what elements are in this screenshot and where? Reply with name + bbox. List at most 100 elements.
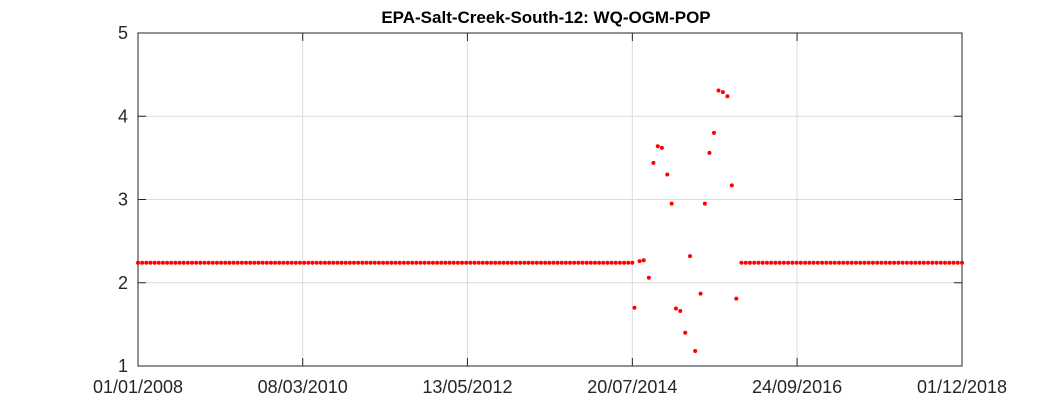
data-point-78 [460, 260, 465, 265]
data-point-120 [739, 260, 744, 265]
data-point-181 [669, 201, 674, 206]
data-point-151 [870, 260, 875, 265]
data-point-3 [148, 260, 153, 265]
data-point-111 [597, 260, 602, 265]
data-point-64 [401, 260, 406, 265]
data-point-172 [960, 260, 964, 265]
data-point-146 [849, 260, 854, 265]
data-point-184 [683, 330, 688, 335]
data-point-161 [913, 260, 918, 265]
y-tick-label-0: 1 [118, 356, 128, 376]
data-point-38 [293, 260, 298, 265]
data-point-121 [743, 260, 748, 265]
data-point-153 [879, 260, 884, 265]
data-point-144 [841, 260, 846, 265]
x-tick-label-0: 01/01/2008 [93, 377, 183, 397]
data-point-189 [707, 150, 712, 155]
data-point-133 [794, 260, 799, 265]
data-point-132 [790, 260, 795, 265]
data-point-96 [534, 260, 539, 265]
data-point-57 [372, 260, 377, 265]
x-tick-label-5: 01/12/2018 [917, 377, 1007, 397]
tick-labels: 01/01/2008 08/03/2010 13/05/2012 20/07/2014… [93, 23, 1007, 397]
data-point-119 [630, 260, 635, 265]
data-point-72 [435, 260, 440, 265]
data-point-100 [551, 260, 556, 265]
data-point-106 [576, 260, 581, 265]
data-point-84 [484, 260, 489, 265]
data-point-31 [264, 260, 269, 265]
data-point-149 [862, 260, 867, 265]
data-point-174 [637, 259, 642, 264]
data-point-61 [389, 260, 394, 265]
data-point-48 [335, 260, 340, 265]
data-point-44 [318, 260, 323, 265]
data-point-68 [418, 260, 423, 265]
data-point-37 [289, 260, 294, 265]
data-point-130 [781, 260, 786, 265]
data-point-176 [646, 275, 651, 280]
y-tick-label-4: 5 [118, 23, 128, 43]
data-point-135 [803, 260, 808, 265]
x-tick-label-3: 20/07/2014 [587, 377, 677, 397]
data-point-34 [277, 260, 282, 265]
data-point-7 [165, 260, 170, 265]
data-point-88 [501, 260, 506, 265]
data-point-25 [239, 260, 244, 265]
data-point-75 [447, 260, 452, 265]
axes-box [137, 32, 963, 367]
data-point-85 [489, 260, 494, 265]
data-points [136, 88, 964, 354]
data-point-164 [926, 260, 931, 265]
data-point-14 [194, 260, 199, 265]
data-point-70 [426, 260, 431, 265]
data-point-128 [773, 260, 778, 265]
data-point-177 [651, 160, 656, 165]
data-point-43 [314, 260, 319, 265]
data-point-125 [760, 260, 765, 265]
data-point-10 [177, 260, 182, 265]
data-point-137 [811, 260, 816, 265]
data-point-16 [202, 260, 207, 265]
data-point-90 [509, 260, 514, 265]
data-point-152 [875, 260, 880, 265]
data-point-112 [601, 260, 606, 265]
data-point-187 [698, 291, 703, 296]
data-point-35 [281, 260, 286, 265]
data-point-9 [173, 260, 178, 265]
data-point-118 [626, 260, 631, 265]
data-point-129 [777, 260, 782, 265]
data-point-55 [364, 260, 369, 265]
data-point-71 [430, 260, 435, 265]
data-point-11 [181, 260, 186, 265]
data-point-32 [268, 260, 273, 265]
data-point-12 [185, 260, 190, 265]
x-tick-label-2: 13/05/2012 [422, 377, 512, 397]
data-point-23 [231, 260, 236, 265]
data-point-173 [632, 305, 637, 310]
data-point-65 [406, 260, 411, 265]
data-point-2 [144, 260, 149, 265]
data-point-13 [190, 260, 195, 265]
data-point-4 [152, 260, 157, 265]
data-point-178 [655, 144, 660, 149]
data-point-60 [385, 260, 390, 265]
data-point-138 [815, 260, 820, 265]
data-point-155 [887, 260, 892, 265]
data-point-131 [786, 260, 791, 265]
data-point-109 [588, 260, 593, 265]
data-point-18 [210, 260, 215, 265]
data-point-171 [955, 260, 960, 265]
data-point-145 [845, 260, 850, 265]
data-point-110 [592, 260, 597, 265]
data-point-94 [526, 260, 531, 265]
data-point-58 [376, 260, 381, 265]
data-point-116 [617, 260, 622, 265]
data-point-191 [716, 88, 721, 93]
data-point-76 [451, 260, 456, 265]
data-point-28 [252, 260, 257, 265]
data-point-141 [828, 260, 833, 265]
data-point-188 [702, 201, 707, 206]
data-point-170 [951, 260, 956, 265]
